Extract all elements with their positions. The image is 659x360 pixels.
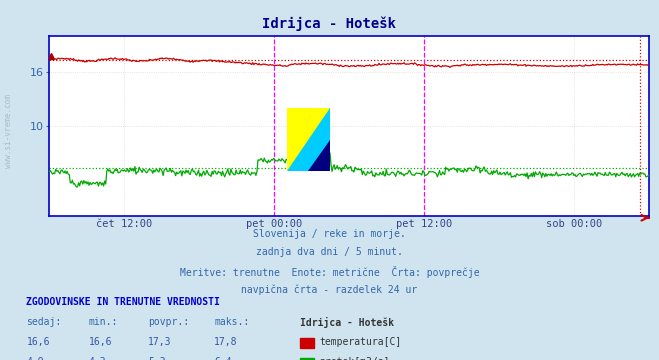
Text: 16,6: 16,6 [89, 337, 113, 347]
Polygon shape [287, 108, 330, 171]
Text: 6,4: 6,4 [214, 357, 232, 360]
Polygon shape [308, 139, 330, 171]
Text: 5,3: 5,3 [148, 357, 166, 360]
Text: 4,9: 4,9 [26, 357, 44, 360]
Text: 4,3: 4,3 [89, 357, 107, 360]
Text: maks.:: maks.: [214, 317, 249, 327]
Text: Idrijca - Hotešk: Idrijca - Hotešk [300, 317, 394, 328]
Text: navpična črta - razdelek 24 ur: navpična črta - razdelek 24 ur [241, 285, 418, 295]
Text: Idrijca - Hotešk: Idrijca - Hotešk [262, 16, 397, 31]
Text: pretok[m3/s]: pretok[m3/s] [320, 357, 390, 360]
Text: sedaj:: sedaj: [26, 317, 61, 327]
Text: Slovenija / reke in morje.: Slovenija / reke in morje. [253, 229, 406, 239]
Text: Meritve: trenutne  Enote: metrične  Črta: povprečje: Meritve: trenutne Enote: metrične Črta: … [180, 266, 479, 278]
Text: temperatura[C]: temperatura[C] [320, 337, 402, 347]
Text: 17,8: 17,8 [214, 337, 238, 347]
Text: www.si-vreme.com: www.si-vreme.com [4, 94, 13, 168]
Text: zadnja dva dni / 5 minut.: zadnja dva dni / 5 minut. [256, 247, 403, 257]
Text: min.:: min.: [89, 317, 119, 327]
Text: povpr.:: povpr.: [148, 317, 189, 327]
Text: ZGODOVINSKE IN TRENUTNE VREDNOSTI: ZGODOVINSKE IN TRENUTNE VREDNOSTI [26, 297, 220, 307]
Text: 16,6: 16,6 [26, 337, 50, 347]
Polygon shape [287, 108, 330, 171]
Text: 17,3: 17,3 [148, 337, 172, 347]
